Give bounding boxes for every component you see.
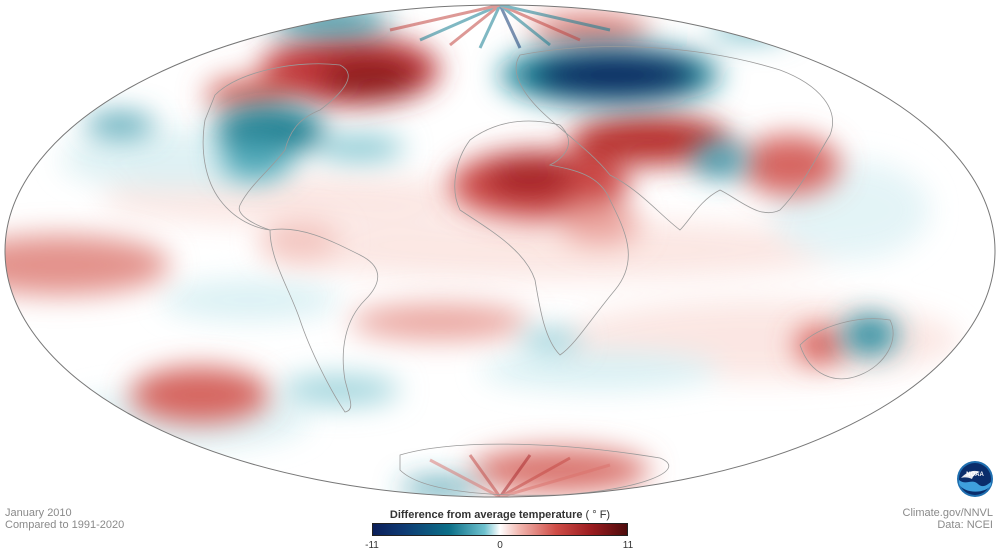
legend-title-text: Difference from average temperature xyxy=(389,509,583,521)
globe-fill xyxy=(5,5,960,497)
anomaly-map xyxy=(4,4,996,498)
source-label: Climate.gov/NNVL xyxy=(902,507,993,519)
north-america-outline xyxy=(202,63,349,231)
baseline-label: Compared to 1991-2020 xyxy=(5,519,125,531)
legend-min-label: -11 xyxy=(365,540,379,551)
north-pole-streaks xyxy=(389,5,611,49)
antarctica-outline xyxy=(399,443,670,496)
legend-title: Difference from average temperature ( ° … xyxy=(372,509,628,521)
noaa-logo-icon: NOAA xyxy=(956,460,994,498)
south-america-outline xyxy=(269,228,379,413)
footer-right: Climate.gov/NNVL Data: NCEI xyxy=(903,507,993,531)
europe-africa-outline xyxy=(454,120,629,356)
date-label: January 2010 xyxy=(5,507,72,519)
australia-outline xyxy=(799,318,894,380)
noaa-logo-svg: NOAA xyxy=(957,461,993,497)
legend-mid-label: 0 xyxy=(497,540,503,551)
map-svg xyxy=(4,4,996,498)
legend-unit: ( ° F) xyxy=(585,509,611,521)
south-pole-streaks xyxy=(429,454,611,497)
data-source-label: Data: NCEI xyxy=(937,519,993,531)
legend-color-bar xyxy=(372,523,628,536)
footer-left: January 2010 Compared to 1991-2020 xyxy=(5,507,124,531)
coastlines xyxy=(202,46,894,496)
globe-outline xyxy=(4,4,996,498)
warm-anomalies xyxy=(5,15,845,492)
logo-text: NOAA xyxy=(966,472,984,478)
asia-outline xyxy=(515,46,833,231)
legend-max-label: 11 xyxy=(622,540,634,551)
